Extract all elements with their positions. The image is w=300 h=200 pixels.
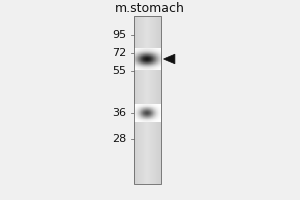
Text: 95: 95 bbox=[112, 30, 126, 40]
Bar bbox=[134, 16, 135, 184]
Bar bbox=[145, 16, 146, 184]
Bar bbox=[154, 16, 155, 184]
Bar bbox=[136, 16, 137, 184]
Text: 72: 72 bbox=[112, 48, 126, 58]
Bar bbox=[151, 16, 152, 184]
Bar bbox=[147, 16, 148, 184]
Bar bbox=[154, 16, 155, 184]
Bar bbox=[157, 16, 158, 184]
Bar bbox=[146, 16, 147, 184]
Text: 28: 28 bbox=[112, 134, 126, 144]
Text: 55: 55 bbox=[112, 66, 126, 76]
Bar bbox=[142, 16, 143, 184]
Bar bbox=[152, 16, 153, 184]
Bar bbox=[137, 16, 138, 184]
Bar bbox=[141, 16, 142, 184]
Bar bbox=[158, 16, 159, 184]
Text: m.stomach: m.stomach bbox=[115, 1, 185, 15]
Bar bbox=[144, 16, 145, 184]
Bar bbox=[138, 16, 139, 184]
Bar bbox=[135, 16, 136, 184]
Bar bbox=[139, 16, 140, 184]
Bar bbox=[134, 16, 160, 184]
Polygon shape bbox=[164, 54, 175, 64]
Bar bbox=[140, 16, 141, 184]
Bar bbox=[143, 16, 144, 184]
Bar bbox=[155, 16, 156, 184]
Bar bbox=[153, 16, 154, 184]
Bar bbox=[156, 16, 157, 184]
Bar bbox=[150, 16, 151, 184]
Bar bbox=[159, 16, 160, 184]
Bar bbox=[149, 16, 150, 184]
Bar bbox=[136, 16, 137, 184]
Text: 36: 36 bbox=[112, 108, 126, 118]
Bar bbox=[160, 16, 161, 184]
Bar bbox=[148, 16, 149, 184]
